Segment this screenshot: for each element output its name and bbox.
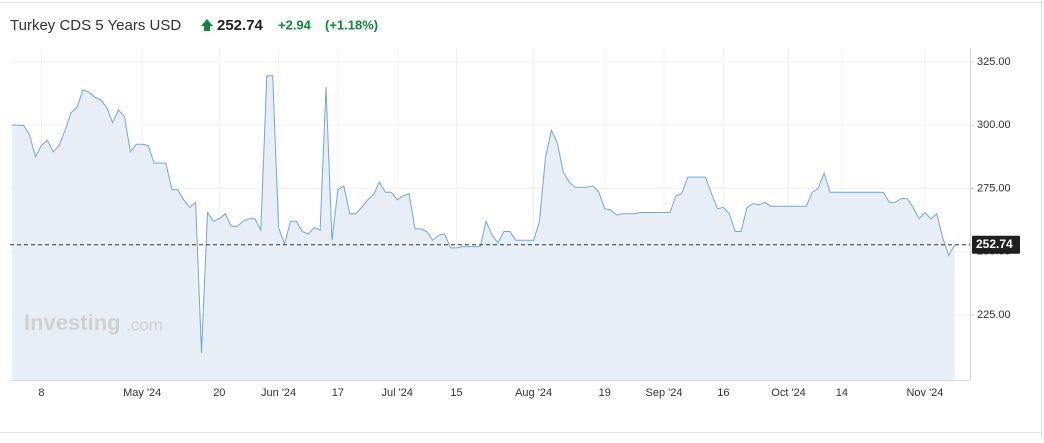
x-tick-label: 19: [599, 387, 611, 399]
x-tick-label: 17: [332, 387, 344, 399]
watermark-suffix: .com: [126, 315, 163, 334]
y-tick-label: 275.00: [977, 182, 1011, 194]
x-tick-label: Oct '24: [771, 387, 806, 399]
last-price-box: [972, 235, 1020, 254]
y-tick-label: 225.00: [977, 309, 1011, 321]
area-fill: [11, 75, 955, 381]
x-tick-label: 15: [450, 387, 462, 399]
x-tick-label: Jul '24: [381, 387, 412, 399]
x-tick-label: Jun '24: [261, 387, 296, 399]
plot: [10, 75, 970, 381]
last-price-label: 252.74: [976, 237, 1013, 251]
x-tick-label: Nov '24: [906, 387, 943, 399]
line: [11, 75, 956, 353]
title: Turkey CDS 5 Years USD: [10, 17, 181, 34]
watermark: Investing: [24, 310, 121, 335]
x-tick-label: 8: [38, 387, 44, 399]
change-pct: (+1.18%): [325, 17, 378, 32]
x-tick-label: May '24: [123, 387, 161, 399]
x-tick-label: 20: [213, 387, 225, 399]
change: +2.94: [278, 17, 312, 32]
x-tick-label: 16: [717, 387, 729, 399]
y-tick-label: 300.00: [977, 119, 1011, 131]
y-tick-label: 325.00: [977, 56, 1011, 68]
x-tick-label: Sep '24: [646, 387, 683, 399]
up-arrow: [201, 19, 213, 31]
x-tick-label: 14: [836, 387, 848, 399]
price: 252.74: [217, 17, 264, 34]
x-tick-label: Aug '24: [515, 387, 552, 399]
